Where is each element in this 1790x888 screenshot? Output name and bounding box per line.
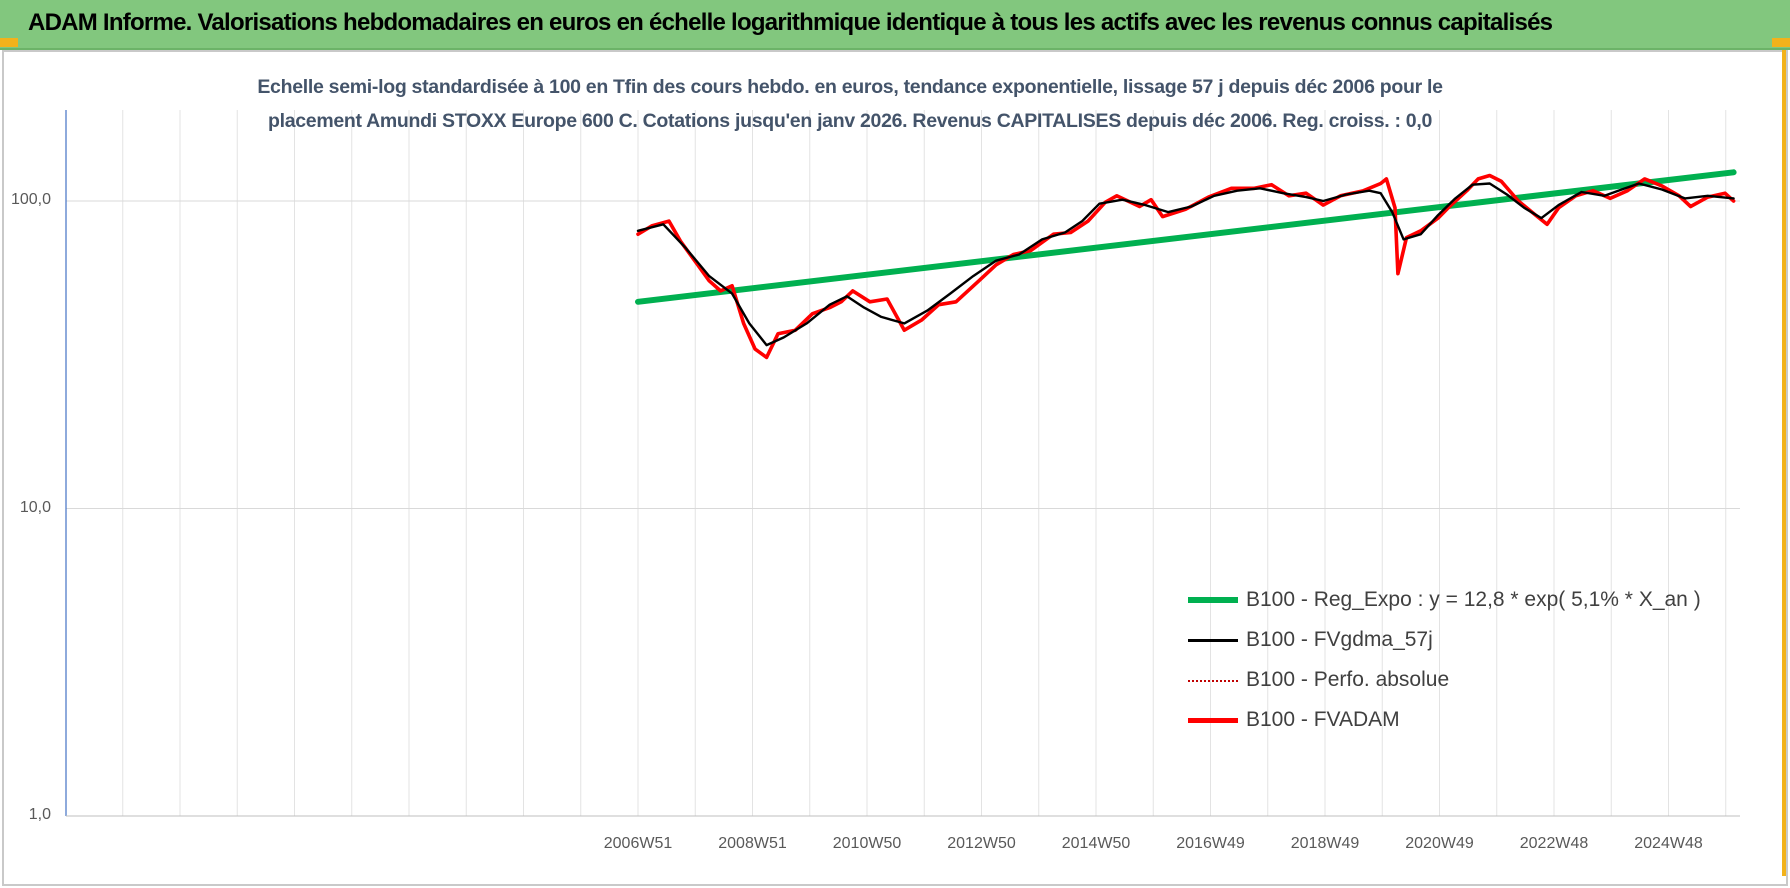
legend-label: B100 - Perfo. absolue (1246, 668, 1450, 691)
report-banner: ADAM Informe. Valorisations hebdomadaire… (0, 0, 1790, 50)
report-title: ADAM Informe. Valorisations hebdomadaire… (28, 9, 1553, 36)
legend-swatch-adam (1188, 718, 1238, 723)
chart-title-line-1: Echelle semi-log standardisée à 100 en T… (257, 76, 1443, 98)
legend-label: B100 - FVgdma_57j (1246, 628, 1433, 651)
x-tick-label: 2018W49 (1290, 835, 1360, 852)
x-tick-label: 2014W50 (1061, 835, 1131, 852)
x-tick-label: 2008W51 (718, 835, 787, 852)
x-tick-label: 2010W50 (832, 835, 902, 852)
x-tick-label: 2012W50 (947, 835, 1016, 852)
legend-swatch-smoothed (1188, 639, 1238, 642)
chart-title-line-2: placement Amundi STOXX Europe 600 C. Cot… (267, 110, 1433, 132)
x-tick-label: 2022W48 (1519, 835, 1589, 852)
x-tick-label: 2006W51 (603, 835, 673, 852)
series-line-adam (636, 173, 1736, 360)
x-tick-label: 2016W49 (1176, 835, 1245, 852)
y-tick-label: 1,0 (28, 806, 51, 823)
chart-frame (2, 50, 1788, 886)
legend-label: B100 - FVADAM (1246, 708, 1400, 731)
series-line-trend (635, 169, 1737, 305)
legend-swatch-perfo (1188, 680, 1238, 682)
corner-marker-left (0, 38, 18, 47)
legend-swatch-trend (1188, 597, 1238, 603)
x-tick-label: 2024W48 (1634, 835, 1703, 852)
corner-marker-right (1772, 38, 1790, 47)
x-tick-label: 2020W49 (1405, 835, 1474, 852)
legend-label: B100 - Reg_Expo : y = 12,8 * exp( 5,1% *… (1246, 588, 1701, 611)
y-tick-label: 100,0 (10, 191, 51, 208)
right-accent-rail (1782, 50, 1786, 876)
y-tick-label: 10,0 (19, 499, 51, 516)
series-line-smoothed (636, 182, 1735, 347)
